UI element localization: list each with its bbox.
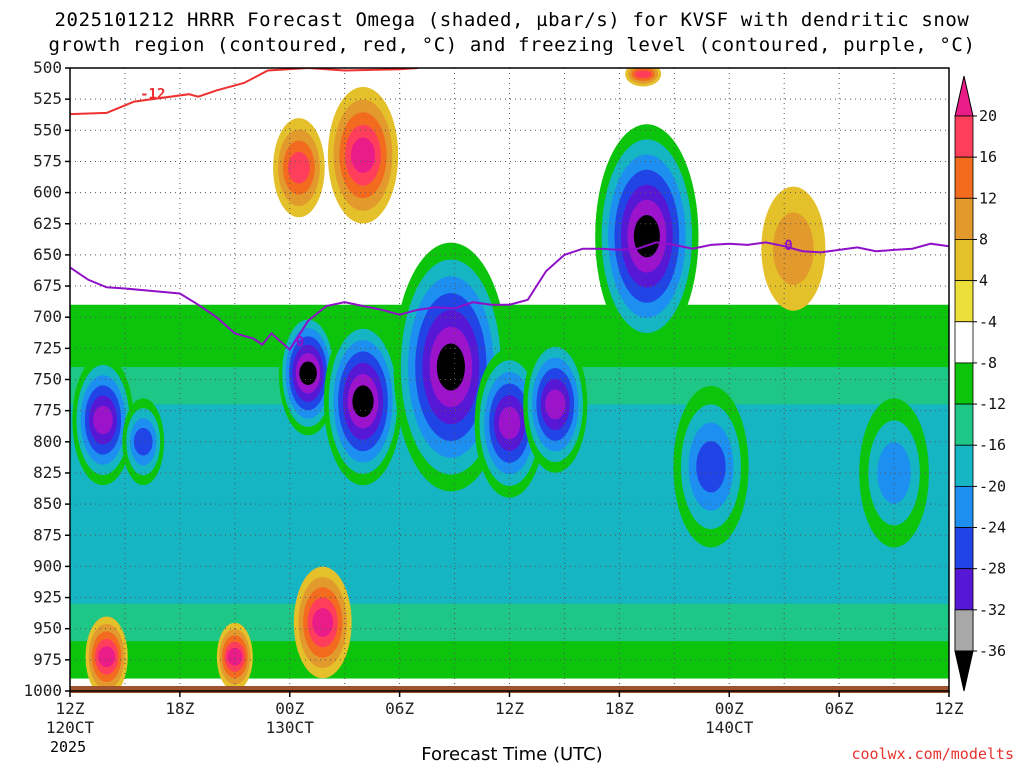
y-tick-label-800: 800: [33, 432, 62, 451]
chart-title-line-1: 2025101212 HRRR Forecast Omega (shaded, …: [54, 9, 970, 31]
colorbar-swatch-4: [954, 280, 974, 323]
colorbar-label-8: -16: [979, 436, 1006, 454]
y-tick-label-625: 625: [33, 214, 62, 233]
x-tick-sublabel-2: 130CT: [266, 718, 315, 737]
x-axis-title: Forecast Time (UTC): [421, 744, 603, 765]
x-tick-label-3: 06Z: [385, 699, 414, 718]
credit-link[interactable]: coolwx.com/modelts: [851, 745, 1014, 763]
colorbar-swatch-3: [954, 239, 974, 282]
y-tick-label-975: 975: [33, 650, 62, 669]
y-tick-label-600: 600: [33, 183, 62, 202]
x-tick-sublabel-0: 120CT: [46, 718, 95, 737]
colorbar-swatch-2: [954, 197, 974, 240]
colorbar-label-11: -28: [979, 560, 1006, 578]
y-tick-label-575: 575: [33, 151, 62, 170]
x-tick-label-1: 18Z: [165, 699, 194, 718]
colorbar-swatch-9: [954, 485, 974, 528]
colorbar-swatch-1: [954, 156, 974, 199]
y-tick-label-550: 550: [33, 120, 62, 139]
chart-title-line-2: growth region (contoured, red, °C) and f…: [48, 34, 976, 56]
omega-feature-11-level-3: [287, 151, 310, 184]
y-tick-label-650: 650: [33, 245, 62, 264]
x-tick-sublabel-6: 140CT: [705, 718, 754, 737]
x-tick-label-7: 06Z: [825, 699, 854, 718]
omega-feature-14-level-4: [227, 647, 243, 666]
colorbar-label-13: -36: [979, 642, 1006, 660]
colorbar-swatch-5: [954, 321, 974, 364]
y-tick-label-675: 675: [33, 276, 62, 295]
y-axis: 500 525 550 575 600 625 650 675 700 725 750 775 800 8…: [23, 58, 70, 700]
omega-feature-9-level-2: [877, 442, 911, 504]
x-tick-label-4: 12Z: [495, 699, 524, 718]
x-tick-label-2: 00Z: [275, 699, 304, 718]
colorbar-swatch-11: [954, 568, 974, 611]
colorbar-label-7: -12: [979, 395, 1006, 413]
contour-label-1-b: 0: [784, 238, 792, 254]
y-tick-label-850: 850: [33, 494, 62, 513]
colorbar: 20 16 12 8 4 -4 -8 -12 -16 -20 -24 -28 -32 -36: [954, 75, 1006, 692]
omega-feature-13-level-4: [98, 646, 116, 668]
omega-feature-12-level-4: [312, 607, 334, 637]
colorbar-swatch-7: [954, 403, 974, 446]
omega-feature-3-level-6: [352, 385, 374, 418]
omega-feature-1-level-3: [133, 427, 153, 456]
colorbar-label-10: -24: [979, 519, 1006, 537]
surface-bar: [70, 686, 949, 693]
colorbar-label-4: 4: [979, 272, 988, 290]
x-tick-label-5: 18Z: [605, 699, 634, 718]
y-tick-label-950: 950: [33, 619, 62, 638]
contour-lines: -12 0 0: [70, 68, 949, 352]
colorbar-bottom-arrow: [954, 650, 974, 692]
colorbar-swatch-0: [954, 115, 974, 158]
colorbar-swatch-gray: [954, 609, 974, 652]
colorbar-label-6: -8: [979, 354, 997, 372]
contour-label-1: 0: [296, 335, 304, 351]
omega-feature-7-level-6: [633, 215, 660, 258]
y-tick-label-500: 500: [33, 58, 62, 77]
omega-feature-4-level-6: [436, 343, 465, 391]
x-tick-label-8: 12Z: [935, 699, 964, 718]
colorbar-swatch-8: [954, 444, 974, 487]
colorbar-swatch-10: [954, 527, 974, 570]
colorbar-top-arrow: [954, 75, 974, 117]
y-tick-label-700: 700: [33, 307, 62, 326]
y-tick-label-900: 900: [33, 556, 62, 575]
omega-feature-15-level-3: [634, 70, 652, 79]
x-tick-label-6: 00Z: [715, 699, 744, 718]
y-tick-label-825: 825: [33, 463, 62, 482]
colorbar-label-3: 8: [979, 230, 988, 248]
omega-feature-8-level-3: [696, 441, 726, 493]
contour-dendritic-minus12: [70, 68, 418, 116]
y-tick-label-925: 925: [33, 588, 62, 607]
colorbar-label-1: 16: [979, 148, 997, 166]
y-tick-label-750: 750: [33, 370, 62, 389]
colorbar-label-12: -32: [979, 601, 1006, 619]
x-tick-label-0: 12Z: [56, 699, 85, 718]
contour-freezing-level-0: [70, 241, 949, 352]
colorbar-label-2: 12: [979, 189, 997, 207]
omega-feature-10-level-4: [350, 137, 376, 173]
y-tick-label-1000: 1000: [23, 681, 62, 700]
contour-label-0: -12: [140, 87, 165, 103]
omega-feature-0-level-5: [93, 405, 113, 435]
colorbar-label-5: -4: [979, 313, 997, 331]
omega-shading: [70, 68, 949, 691]
colorbar-swatch-6: [954, 362, 974, 405]
colorbar-label-0: 20: [979, 107, 997, 125]
y-tick-label-875: 875: [33, 525, 62, 544]
y-tick-label-725: 725: [33, 338, 62, 357]
omega-feature-2-level-6: [299, 361, 317, 386]
y-tick-label-525: 525: [33, 89, 62, 108]
omega-feature-6-level-5: [545, 389, 566, 420]
year-label: 2025: [50, 738, 87, 756]
colorbar-label-9: -20: [979, 477, 1006, 495]
y-tick-label-775: 775: [33, 401, 62, 420]
